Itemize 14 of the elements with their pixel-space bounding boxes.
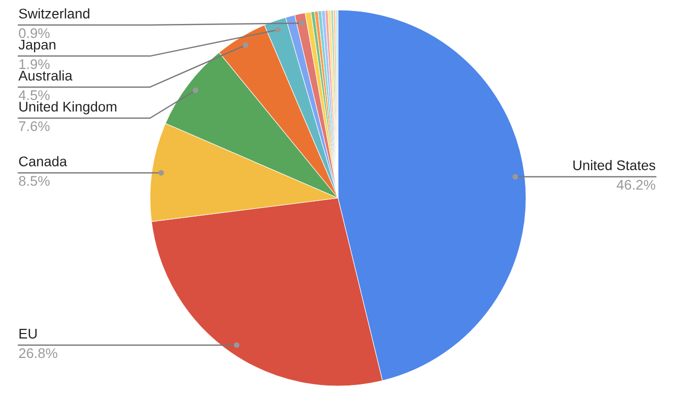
slice-label: Japan	[18, 40, 56, 52]
slice-label: United Kingdom	[19, 101, 116, 114]
data-label: 7.6%	[19, 121, 50, 132]
slice-label: United States	[573, 160, 656, 170]
slice-label: Switzerland	[19, 8, 90, 19]
slice-label: Canada	[19, 156, 68, 166]
data-label: 26.8%	[19, 348, 58, 358]
data-label: 4.5%	[18, 90, 50, 100]
slice-label: EU	[20, 328, 37, 339]
data-label: 0.9%	[18, 28, 50, 38]
slice-label: Australia	[18, 70, 72, 81]
data-label: 1.9%	[19, 59, 50, 70]
data-label: 8.5%	[19, 176, 50, 186]
data-label: 46.2%	[616, 180, 656, 190]
